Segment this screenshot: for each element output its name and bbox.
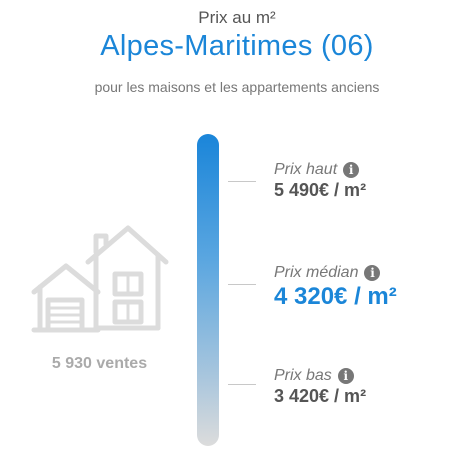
property-type-subtitle: pour les maisons et les appartements anc… [94,79,380,95]
info-icon[interactable]: i [337,368,354,384]
price-low-value: 3 420€ / m² [274,386,367,406]
tick-low [228,384,256,385]
price-low-marker: Prix bas i 3 420€ / m² [274,367,366,407]
price-high-label: Prix haut [274,161,338,178]
tick-high [228,181,256,182]
info-icon[interactable]: i [364,265,381,281]
price-high-value: 5 490€ / m² [274,180,367,200]
info-icon[interactable]: i [343,162,360,178]
tick-median [228,284,256,285]
house-icon [30,222,170,342]
price-eyebrow: Prix au m² [198,8,276,27]
price-high-marker: Prix haut i 5 490€ / m² [274,161,366,201]
sales-count: 5 930 ventes [51,355,148,372]
price-median-marker: Prix médian i 4 320€ / m² [274,264,397,311]
price-low-label: Prix bas [274,367,332,384]
region-title: Alpes-Maritimes (06) [100,30,374,62]
price-median-value: 4 320€ / m² [274,283,397,310]
price-median-label: Prix médian [274,264,359,281]
price-gauge-bar [197,134,219,446]
